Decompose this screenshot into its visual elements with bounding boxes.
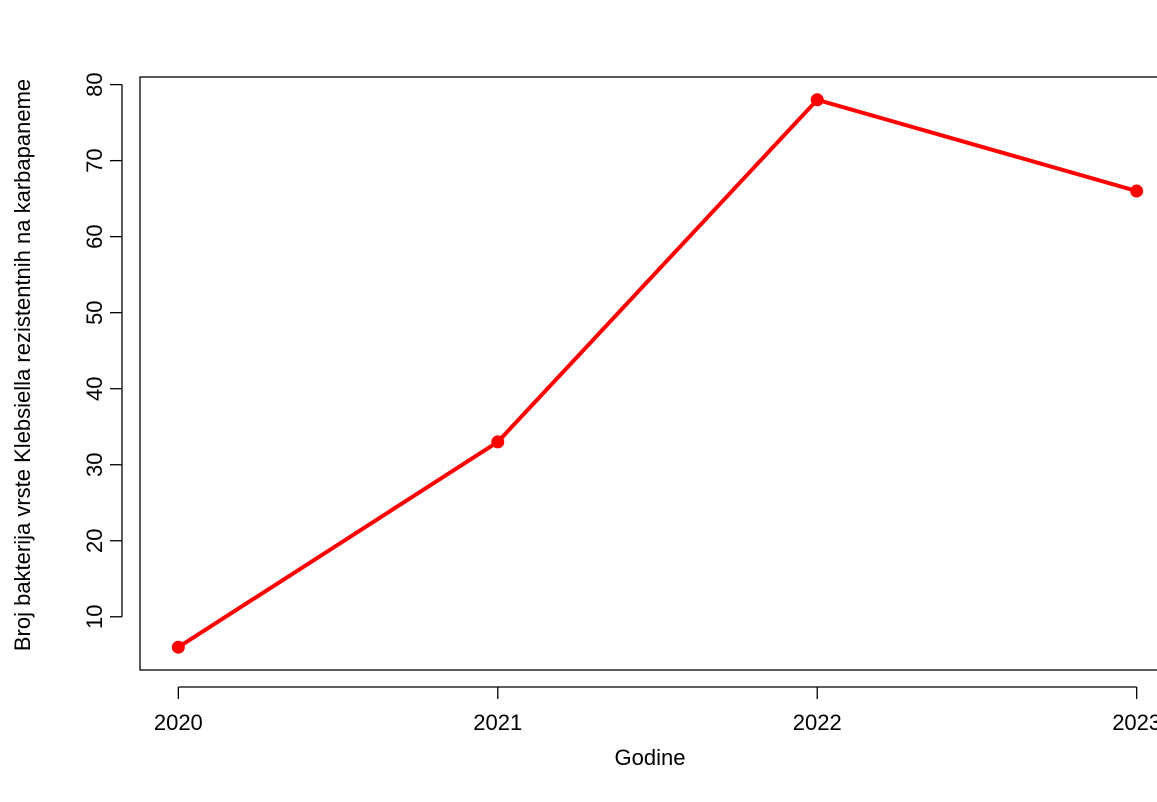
data-point [171, 640, 185, 654]
y-tick-label: 10 [82, 605, 107, 629]
plot-area [139, 76, 1157, 671]
data-point [491, 435, 505, 449]
plot-border [139, 76, 1157, 671]
y-tick-label: 60 [82, 224, 107, 248]
x-axis-title: Godine [615, 745, 686, 770]
x-axis: 2020 2021 2022 2023 [154, 686, 1157, 735]
x-tick-label: 2022 [793, 710, 842, 735]
y-axis-title: Broj bakterija vrste Klebsiella rezisten… [10, 79, 35, 651]
x-tick-label: 2020 [154, 710, 203, 735]
y-tick-label: 80 [82, 72, 107, 96]
data-point [1130, 184, 1144, 198]
y-tick-label: 50 [82, 300, 107, 324]
series-line [176, 97, 1139, 650]
y-axis: 10 20 30 40 50 60 70 80 [82, 72, 123, 629]
y-tick-label: 20 [82, 529, 107, 553]
x-tick-label: 2023 [1112, 710, 1157, 735]
y-tick-label: 70 [82, 148, 107, 172]
y-tick-label: 40 [82, 376, 107, 400]
y-tick-label: 30 [82, 452, 107, 476]
x-tick-label: 2021 [473, 710, 522, 735]
data-point [810, 93, 824, 107]
